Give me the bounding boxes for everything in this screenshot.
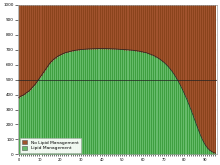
Legend: No Lipid Management, Lipid Management: No Lipid Management, Lipid Management — [20, 138, 81, 153]
